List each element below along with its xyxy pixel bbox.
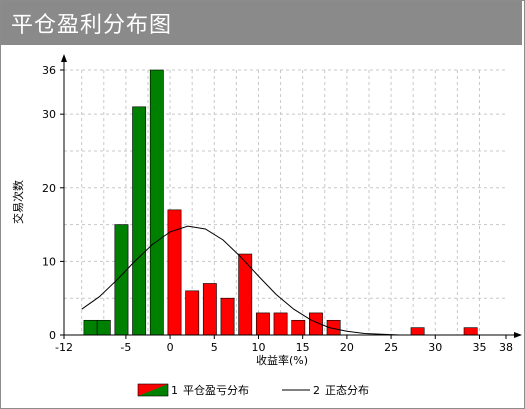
x-tick-label: 25	[384, 341, 398, 354]
legend-label-curve: 正态分布	[325, 384, 369, 397]
curve-layer	[81, 225, 400, 336]
x-tick-label: -5	[120, 341, 131, 354]
histogram-bar	[96, 319, 111, 336]
x-tick-label: 0	[167, 341, 174, 354]
histogram-bar	[255, 312, 270, 336]
legend-item-curve: 2 正态分布	[282, 384, 369, 397]
x-tick-label: 30	[428, 341, 442, 354]
histogram-bar	[220, 297, 235, 336]
histogram-bar	[273, 312, 288, 336]
title-bar: 平仓盈利分布图	[1, 1, 522, 45]
legend-item-bars: 1 平仓盈亏分布	[137, 383, 249, 397]
grid-layer	[64, 69, 506, 335]
y-tick-label: 10	[42, 255, 56, 268]
y-tick-label: 0	[49, 329, 56, 342]
legend-prefix-curve: 2	[313, 384, 320, 397]
chart-title: 平仓盈利分布图	[11, 13, 173, 38]
x-tick-label: 5	[211, 341, 218, 354]
bars-layer	[83, 69, 478, 336]
histogram-bar	[410, 327, 425, 336]
histogram-bar	[185, 290, 200, 336]
x-tick-label: 35	[472, 341, 486, 354]
y-axis-label: 交易次数	[11, 180, 25, 224]
y-tick-label: 36	[42, 64, 56, 77]
x-tick-label: 20	[340, 341, 354, 354]
histogram-bar	[149, 69, 164, 336]
y-axis-arrow	[61, 54, 67, 62]
chart-plot: -12 -5 0 5 10 15 20 25 30 35 38 0 10 20 30 36 交易次数 收益率(…	[11, 54, 522, 367]
legend: 1 平仓盈亏分布 2 正态分布	[137, 383, 369, 397]
legend-swatch-green	[138, 384, 168, 396]
histogram-bar	[291, 319, 306, 336]
y-tick-label: 30	[42, 108, 56, 121]
legend-prefix-bars: 1	[171, 384, 178, 397]
histogram-bar	[202, 283, 217, 336]
normal-curve-line	[81, 225, 400, 336]
y-tick-label: 20	[42, 182, 56, 195]
axes-layer: -12 -5 0 5 10 15 20 25 30 35 38 0 10 20 30 36	[42, 54, 522, 354]
x-tick-label: -12	[55, 341, 73, 354]
x-tick-label: 15	[296, 341, 310, 354]
histogram-bar	[463, 327, 478, 336]
x-tick-label: 10	[251, 341, 265, 354]
x-tick-label: 38	[499, 341, 513, 354]
x-axis-arrow	[514, 332, 522, 338]
legend-swatch-border	[137, 383, 169, 397]
histogram-bar	[83, 319, 98, 336]
legend-label-bars: 平仓盈亏分布	[183, 383, 249, 397]
histogram-bar	[132, 106, 147, 336]
x-axis-label: 收益率(%)	[256, 353, 308, 367]
